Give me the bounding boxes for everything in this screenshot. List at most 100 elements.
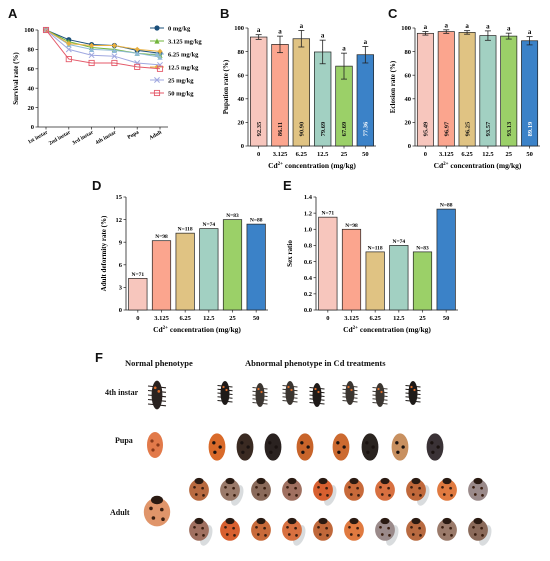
larva-leg [372,394,388,397]
larva-specimen-image [405,381,421,405]
pupa-spot [212,441,216,445]
y-tick-label: 3 [119,285,123,292]
data-label: N=74 [203,222,216,228]
series-line [45,29,161,66]
adult-spot [410,525,413,529]
adult-spot [380,493,384,496]
adult-head [380,517,390,525]
adult-spot [449,486,452,490]
data-label: 86.11 [277,122,284,136]
adult-spot [450,494,453,497]
marker-stroke [111,53,118,60]
adult-spot [256,493,260,496]
adult-specimen-image [189,517,213,546]
panel-label-a: A [8,6,18,21]
adult-specimen-image [220,477,244,506]
pupa-specimen-image [391,433,409,461]
larva-leg [309,387,325,390]
larva-specimen-image [217,381,233,405]
adult-head [473,517,483,525]
adult-spot [325,486,328,490]
adult-spot [263,486,266,490]
adult-head [194,517,204,525]
adult-specimen-image [437,477,457,501]
larva-leg [282,396,298,399]
legend-label: 6.25 mg/kg [168,51,199,58]
adult-specimen-image [282,517,306,546]
larva-leg [252,390,268,394]
adult-spot [387,526,390,530]
adult-spot [151,516,156,520]
adult-spot [256,533,260,536]
adult-spot [450,534,453,537]
larva-leg [147,394,167,398]
data-point [111,42,117,49]
larva-leg [342,385,358,388]
pupa-spot [337,450,341,454]
adult-spot [357,494,360,497]
adult-spot [286,525,289,529]
larva-leg [217,400,233,403]
adult-spot [194,533,198,536]
adult-head [411,517,421,525]
larva-spot [410,385,413,389]
adult-spot [193,485,196,489]
data-point [65,46,72,53]
normal-phenotype-title: Normal phenotype [125,358,193,368]
x-tick-label: 3.125 [154,315,169,322]
y-tick-label: 20 [238,120,245,127]
larva-leg [252,394,268,397]
pupa-body [208,433,226,461]
y-tick-label: 60 [405,72,412,79]
data-label: 92.35 [256,121,263,136]
adult-spot [481,534,484,537]
adult-spot [318,533,322,536]
data-point [111,53,118,60]
y-tick-label: 60 [28,66,35,73]
adult-specimen-image [406,477,430,506]
x-tick-label: 0 [257,151,260,158]
legend-marker [154,51,160,57]
adult-specimen-image [468,477,488,501]
x-tick-label: Pupa [127,129,141,140]
x-tick-label: 0 [326,315,329,322]
pupa-spot [431,450,435,454]
data-point [157,48,163,54]
pupa-body [361,433,379,461]
pupa-spot [151,448,155,452]
data-label: 93.57 [485,121,492,136]
larva-spot [314,387,317,391]
panel-label-c: C [388,6,398,21]
larva-leg [372,390,388,394]
adult-spot [194,493,198,496]
adult-spot [379,525,382,529]
larva-spot [287,385,290,389]
significance-letter: a [278,28,282,36]
larva-specimen-image [342,381,358,405]
data-point [88,52,95,59]
larva-specimen-image [372,383,388,407]
y-tick-label: 1.0 [304,226,312,233]
adult-spot [473,493,477,496]
adult-head [473,477,483,485]
adult-spot [419,494,422,497]
data-point [157,54,163,60]
legend-label: 3.125 mg/kg [168,38,202,45]
adult-spot [201,486,204,490]
pupa-spot [306,445,310,449]
data-point [111,47,117,53]
adult-spot [326,534,329,537]
y-tick-label: 100 [234,25,244,32]
pupa-specimen-image [208,433,226,461]
adult-spot [481,494,484,497]
series-line [45,29,161,52]
larva-leg [282,400,298,403]
adult-spot [356,526,359,530]
pupa-spot [300,441,304,445]
bar-12.5 [389,245,409,311]
adult-spot [294,526,297,530]
significance-letter: a [257,26,261,34]
data-point [134,63,141,70]
data-point [89,46,95,52]
